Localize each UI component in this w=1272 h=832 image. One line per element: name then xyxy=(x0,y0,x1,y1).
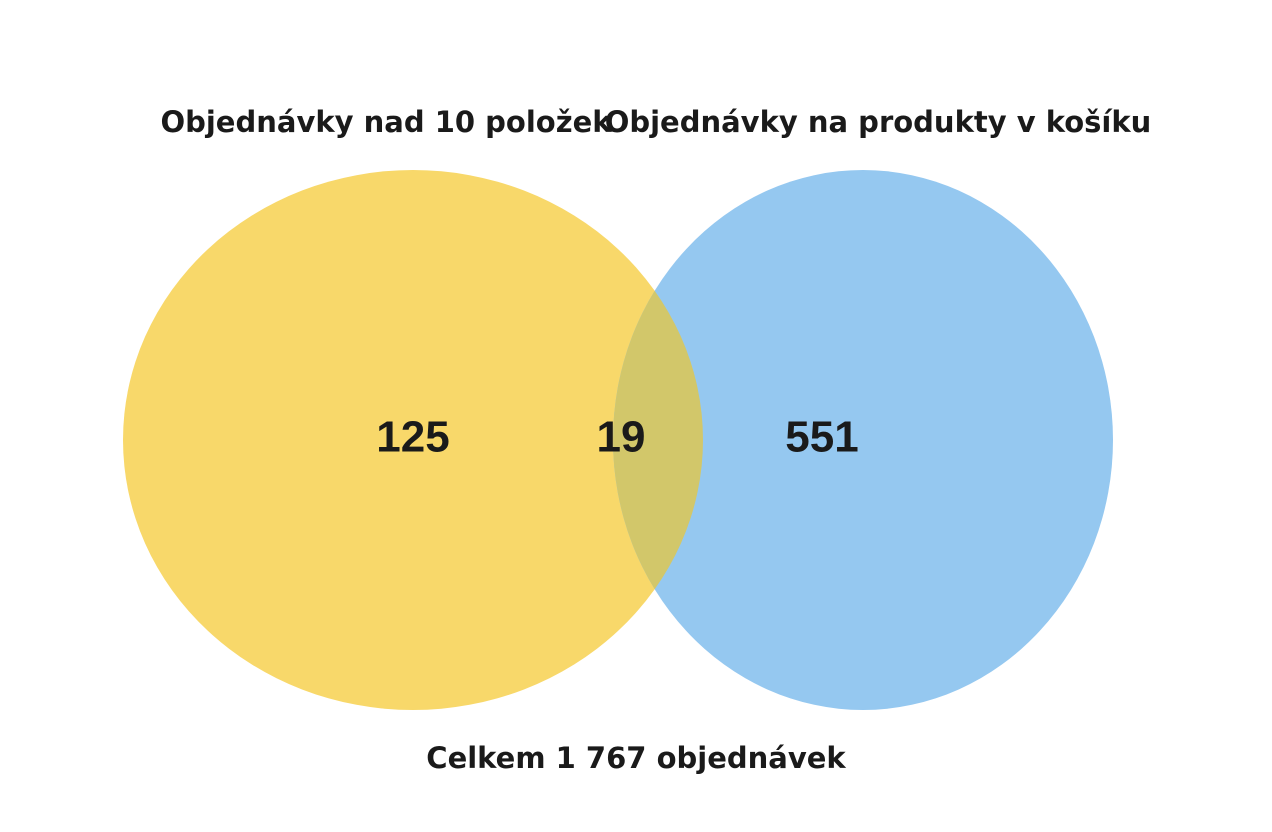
set-title: Objednávky na produkty v košíku xyxy=(605,105,1152,139)
total-annotation: Celkem 1 767 objednávek xyxy=(426,741,846,775)
set-title: Objednávky nad 10 položek xyxy=(160,105,612,139)
set-value: 551 xyxy=(785,413,858,462)
intersection-value: 19 xyxy=(597,413,646,462)
set-region xyxy=(613,170,1113,710)
set-value: 125 xyxy=(376,413,449,462)
set-region xyxy=(123,170,703,710)
